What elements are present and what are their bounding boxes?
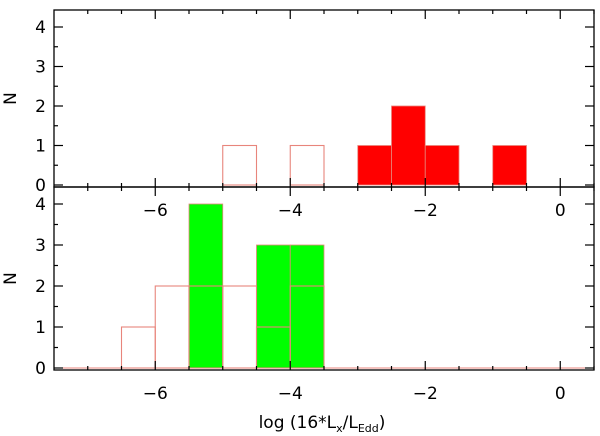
bottom-bar-filled bbox=[289, 244, 325, 369]
bottom-bar-filled bbox=[256, 244, 291, 369]
top-bar-outline bbox=[222, 144, 258, 186]
x-axis-title: log (16*Lx/LEdd) bbox=[259, 413, 386, 435]
bottom-xtick-label: −6 bbox=[143, 384, 168, 404]
bottom-ytick-label: 4 bbox=[35, 195, 46, 215]
top-bar-filled bbox=[424, 145, 460, 186]
top-xtick-label: −4 bbox=[278, 201, 303, 221]
bottom-ytick-label: 3 bbox=[35, 236, 46, 256]
x-axis-title-sub-x: x bbox=[336, 422, 343, 435]
top-bar-outline bbox=[289, 144, 325, 186]
bottom-ytick-label: 1 bbox=[35, 318, 46, 338]
x-axis-title-mid: /L bbox=[343, 413, 359, 433]
bottom-xtick-label: −4 bbox=[278, 384, 303, 404]
top-ytick-label: 4 bbox=[35, 18, 46, 38]
top-xtick-label: −6 bbox=[143, 201, 168, 221]
bottom-ytick-label: 2 bbox=[35, 277, 46, 297]
x-axis-title-suffix: ) bbox=[379, 413, 386, 433]
bottom-ytick-label: 0 bbox=[35, 359, 46, 379]
x-axis-title-prefix: log (16*L bbox=[259, 413, 337, 433]
bottom-xtick-label: −2 bbox=[413, 384, 438, 404]
bottom-bar-outline bbox=[120, 326, 156, 369]
bottom-panel: −6 −4 −2 0 0 1 2 3 4 N bbox=[1, 186, 595, 404]
top-bar-filled bbox=[492, 145, 527, 186]
top-xtick-label: −2 bbox=[413, 201, 438, 221]
bottom-bar-outline bbox=[154, 285, 190, 369]
top-panel: −6 −4 −2 0 0 1 2 3 4 N bbox=[1, 9, 595, 221]
top-ytick-label: 0 bbox=[35, 176, 46, 196]
top-ytick-label: 2 bbox=[35, 97, 46, 117]
top-ytick-label: 1 bbox=[35, 137, 46, 157]
top-xtick-label: 0 bbox=[555, 201, 566, 221]
bottom-y-axis-title: N bbox=[1, 272, 21, 285]
top-bar-filled bbox=[391, 105, 426, 186]
top-y-axis-title: N bbox=[1, 92, 21, 105]
bottom-bar-outline bbox=[222, 285, 258, 369]
bottom-xtick-label: 0 bbox=[555, 384, 566, 404]
top-ytick-label: 3 bbox=[35, 58, 46, 78]
x-axis-title-sub-edd: Edd bbox=[358, 422, 379, 435]
top-bar-filled bbox=[357, 145, 392, 186]
